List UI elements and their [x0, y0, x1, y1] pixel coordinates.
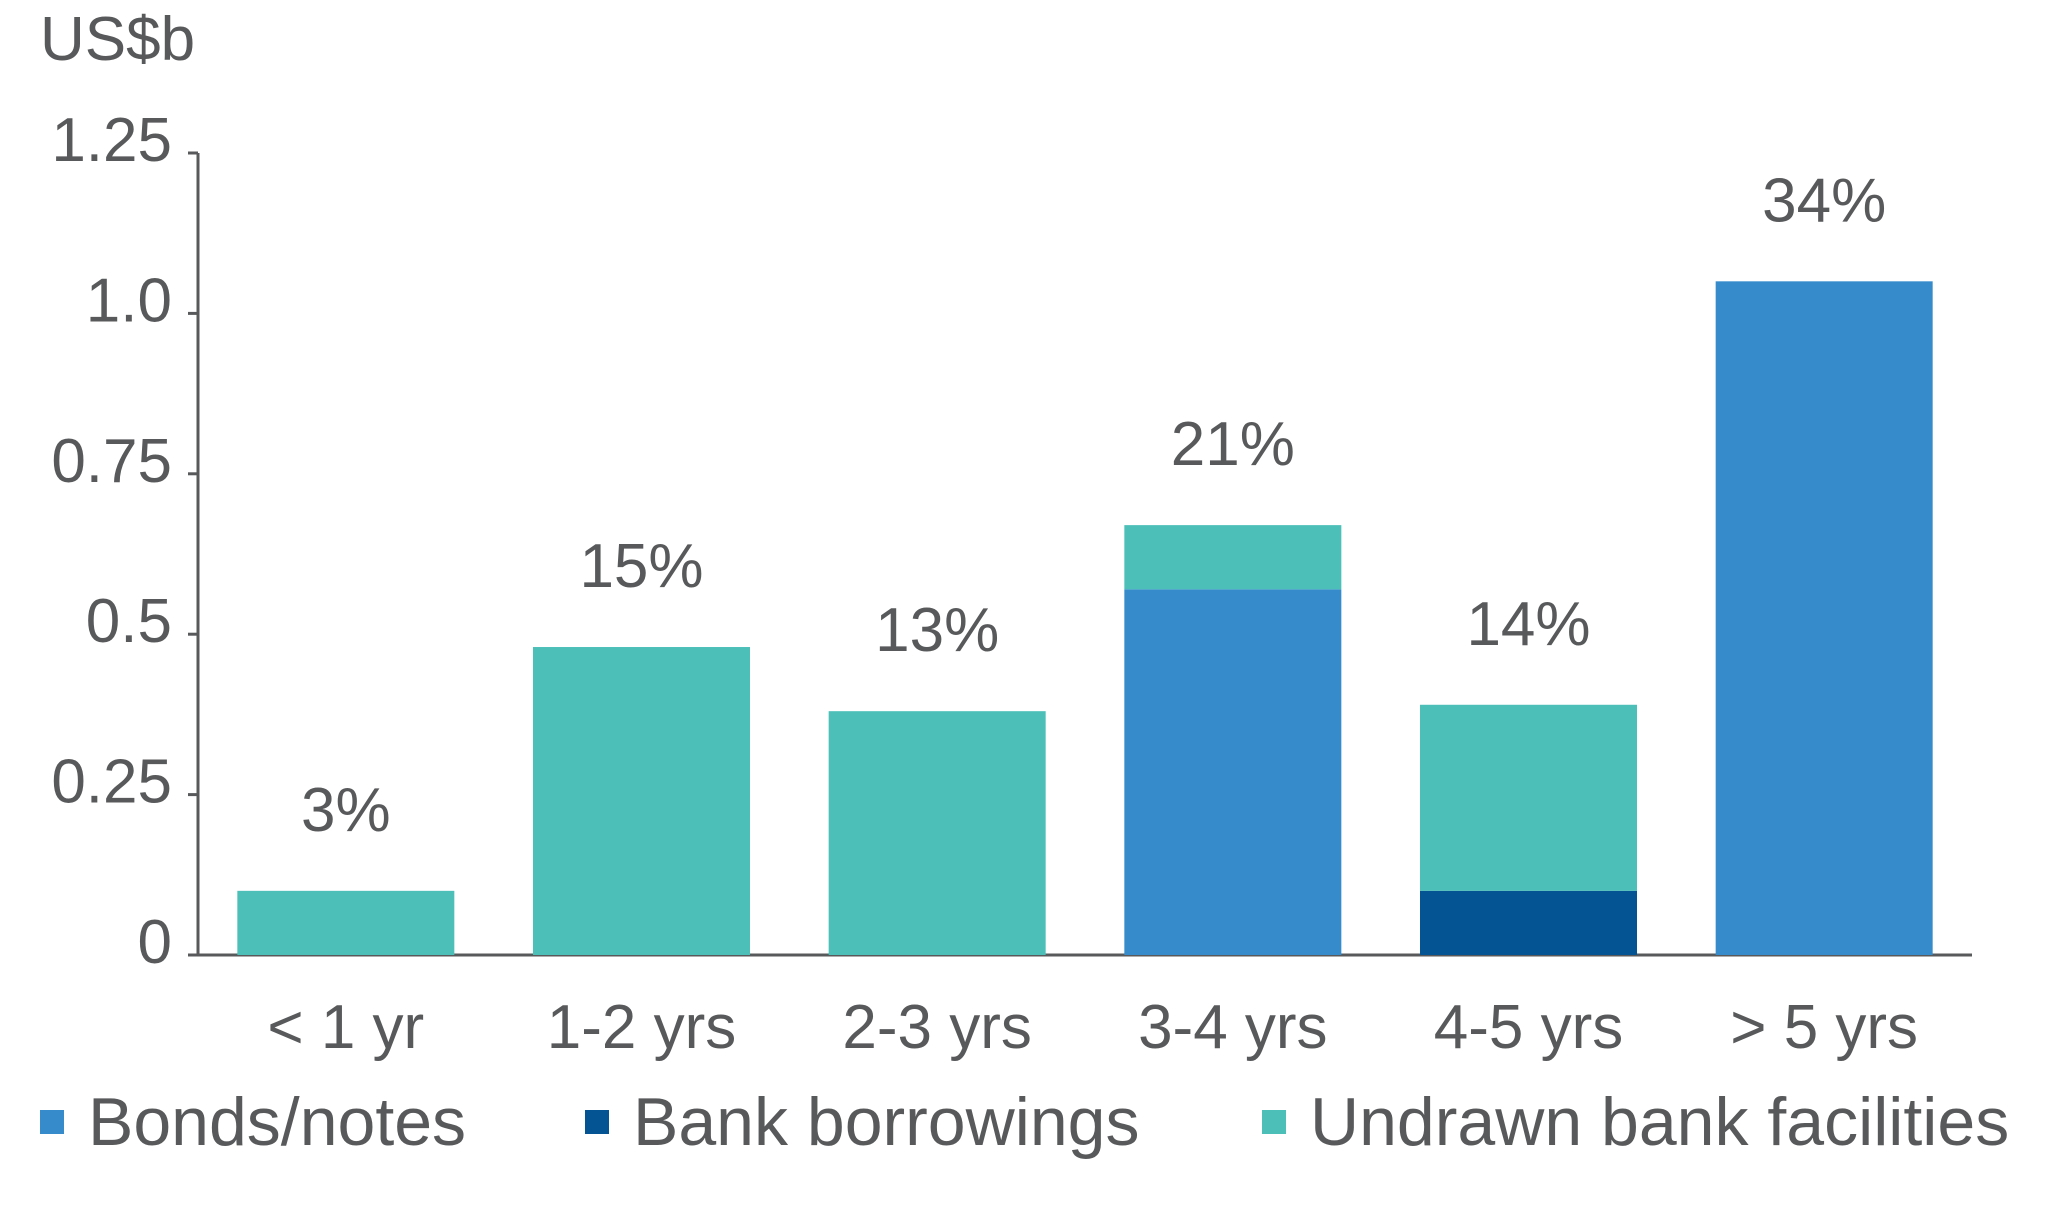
percent-label: 13% — [875, 596, 999, 665]
bar-segment-undrawn-bank-facilities — [828, 711, 1046, 955]
y-tick-label: 0 — [138, 908, 172, 977]
bar-segment-bonds-notes — [1715, 281, 1933, 955]
x-tick-label: 1-2 yrs — [547, 993, 736, 1062]
x-tick-label: 2-3 yrs — [842, 993, 1031, 1062]
x-tick-label: > 5 yrs — [1730, 993, 1918, 1062]
x-axis-labels: < 1 yr 1-2 yrs 2-3 yrs 3-4 yrs 4-5 yrs > 5 yr… — [267, 993, 1918, 1062]
legend-swatch — [40, 1110, 64, 1134]
bar-segment-undrawn-bank-facilities — [533, 647, 750, 955]
bar-segment-undrawn-bank-facilities — [1420, 704, 1637, 891]
bar-segment-undrawn-bank-facilities — [1124, 525, 1342, 590]
percent-labels: 3% 15% 13% 21% 14% 34% — [301, 166, 1886, 845]
percent-label: 21% — [1171, 410, 1295, 479]
y-tick-label: 1.25 — [51, 106, 172, 175]
bar-segment-bonds-notes — [1124, 589, 1342, 955]
percent-label: 3% — [301, 776, 391, 845]
legend: Bonds/notes Bank borrowings Undrawn bank f… — [40, 1084, 2009, 1160]
y-unit-label: US$b — [40, 5, 195, 74]
y-tick-label: 0.75 — [51, 427, 172, 496]
percent-label: 15% — [579, 532, 703, 601]
y-axis: 0 0.25 0.5 0.75 1.0 1.25 — [51, 106, 1972, 977]
legend-label: Bank borrowings — [633, 1084, 1139, 1160]
legend-swatch — [585, 1110, 609, 1134]
percent-label: 34% — [1762, 166, 1886, 235]
bar-segment-bank-borrowings — [1420, 890, 1637, 955]
y-tick-label: 0.5 — [86, 587, 172, 656]
x-tick-label: 4-5 yrs — [1434, 993, 1623, 1062]
legend-label: Undrawn bank facilities — [1310, 1084, 2009, 1160]
legend-label: Bonds/notes — [88, 1084, 466, 1160]
y-tick-label: 0.25 — [51, 748, 172, 817]
bars — [237, 281, 1933, 955]
bar-segment-undrawn-bank-facilities — [237, 890, 455, 955]
x-tick-label: 3-4 yrs — [1138, 993, 1327, 1062]
legend-swatch — [1262, 1110, 1286, 1134]
x-tick-label: < 1 yr — [267, 993, 424, 1062]
percent-label: 14% — [1466, 590, 1590, 659]
y-tick-label: 1.0 — [86, 266, 172, 335]
